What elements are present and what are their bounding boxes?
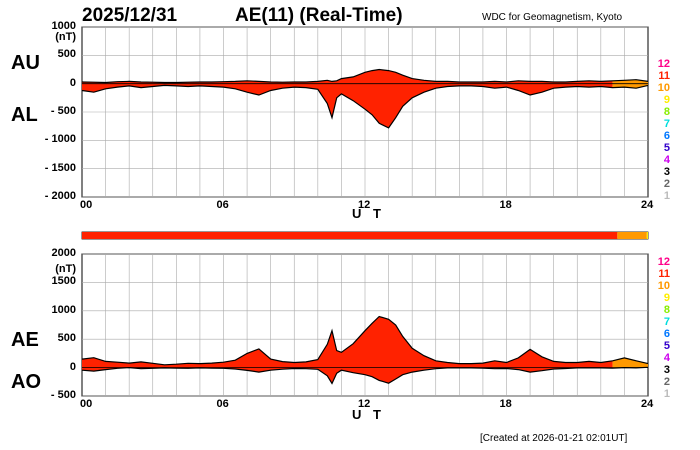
x-tick-label: 24 <box>641 199 654 211</box>
source-label: WDC for Geomagnetism, Kyoto <box>482 12 623 23</box>
y-tick-label: 2000 <box>51 247 76 259</box>
x-tick-label: 06 <box>216 398 229 410</box>
x-tick-label: 00 <box>80 398 93 410</box>
legend-level-5: 5 <box>663 340 670 352</box>
legend-level-8: 8 <box>663 106 670 118</box>
quality-bar-segment <box>646 232 648 239</box>
y-tick-label: 1500 <box>51 275 76 288</box>
x-tick-label: 06 <box>216 199 229 211</box>
unit-label-1: (nT) <box>55 31 76 43</box>
x-tick-label: 12 <box>358 199 371 211</box>
y-tick-label: 500 <box>57 48 76 61</box>
x-axis-label-1: U T <box>352 206 385 221</box>
legend-level-8: 8 <box>663 304 670 316</box>
legend-level-9: 9 <box>663 292 670 304</box>
legend-level-3: 3 <box>663 364 670 376</box>
series-line-ae <box>81 315 649 366</box>
date-label: 2025/12/31 <box>82 5 178 26</box>
area-fill <box>82 316 613 384</box>
legend-level-2: 2 <box>663 376 670 388</box>
legend-level-1: 1 <box>663 190 670 202</box>
y-tick-label: 1000 <box>51 303 76 316</box>
legend-level-5: 5 <box>663 142 670 154</box>
legend-level-7: 7 <box>663 118 670 130</box>
legend-level-12: 12 <box>657 58 670 70</box>
legend-level-11: 11 <box>658 268 670 280</box>
legend-level-1: 1 <box>663 388 670 400</box>
legend-level-4: 4 <box>663 154 670 166</box>
y-tick-label: - 2000 <box>44 190 76 202</box>
legend-level-6: 6 <box>663 130 670 142</box>
x-axis-label-2: U T <box>352 407 385 422</box>
x-tick-label: 18 <box>499 199 512 211</box>
quality-bar-segment <box>617 232 647 239</box>
x-tick-label: 00 <box>80 199 93 211</box>
quality-bar-segment <box>82 232 618 239</box>
y-tick-label: 0 <box>69 76 76 89</box>
series-line-au <box>81 68 649 84</box>
y-tick-label: 500 <box>57 332 76 345</box>
legend-level-4: 4 <box>663 352 670 364</box>
unit-label-2: (nT) <box>55 263 76 275</box>
chart-title: AE(11) (Real-Time) <box>235 5 403 26</box>
legend-level-12: 12 <box>657 256 670 268</box>
ao-label: AO <box>11 371 41 393</box>
legend-level-6: 6 <box>663 328 670 340</box>
y-tick-label: - 500 <box>50 389 76 401</box>
y-tick-label: - 1000 <box>44 133 76 146</box>
y-tick-label: - 1500 <box>44 161 76 174</box>
legend-level-10: 10 <box>657 82 670 94</box>
legend-level-11: 11 <box>658 70 670 82</box>
x-tick-label: 24 <box>641 398 654 410</box>
y-tick-label: - 500 <box>50 105 76 117</box>
created-label: [Created at 2026-01-21 02:01UT] <box>480 433 628 444</box>
legend-level-10: 10 <box>657 280 670 292</box>
legend-level-9: 9 <box>663 94 670 106</box>
x-tick-label: 18 <box>499 398 512 410</box>
series-line-ao <box>81 366 649 385</box>
series-line-al <box>81 84 649 129</box>
legend-level-3: 3 <box>663 166 670 178</box>
y-tick-label: 1000 <box>51 20 76 32</box>
au-label: AU <box>11 52 40 74</box>
ae-label: AE <box>11 329 39 351</box>
area-fill <box>82 69 613 128</box>
legend-level-7: 7 <box>663 316 670 328</box>
legend-level-2: 2 <box>663 178 670 190</box>
y-tick-label: 0 <box>69 360 76 373</box>
al-label: AL <box>11 104 38 126</box>
x-tick-label: 12 <box>358 398 371 410</box>
area-fill-late <box>612 357 648 369</box>
